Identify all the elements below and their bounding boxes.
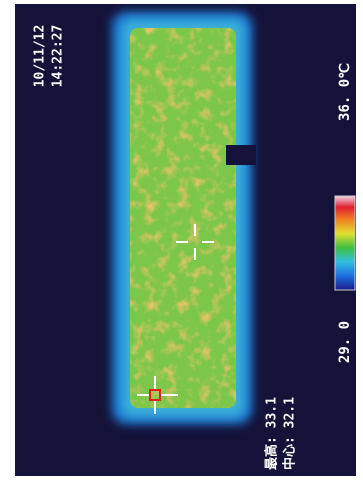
thermal-hotspots [130,28,236,408]
date: 10/11/12 [33,25,48,88]
center-reading: 中心: 32.1 [282,397,298,470]
time: 14:22:27 [51,25,66,88]
notch [226,145,256,165]
max-reading: 最高: 33.1 [264,397,280,470]
page: 10/11/12 14:22:27 最高: 33.1 中心: 32.1 29. … [0,0,363,483]
color-scale [335,196,355,290]
scale-min: 29. 0 [337,321,353,363]
thermal-screen: 10/11/12 14:22:27 最高: 33.1 中心: 32.1 29. … [0,0,363,483]
scale-max: 36. 0℃ [337,63,353,121]
